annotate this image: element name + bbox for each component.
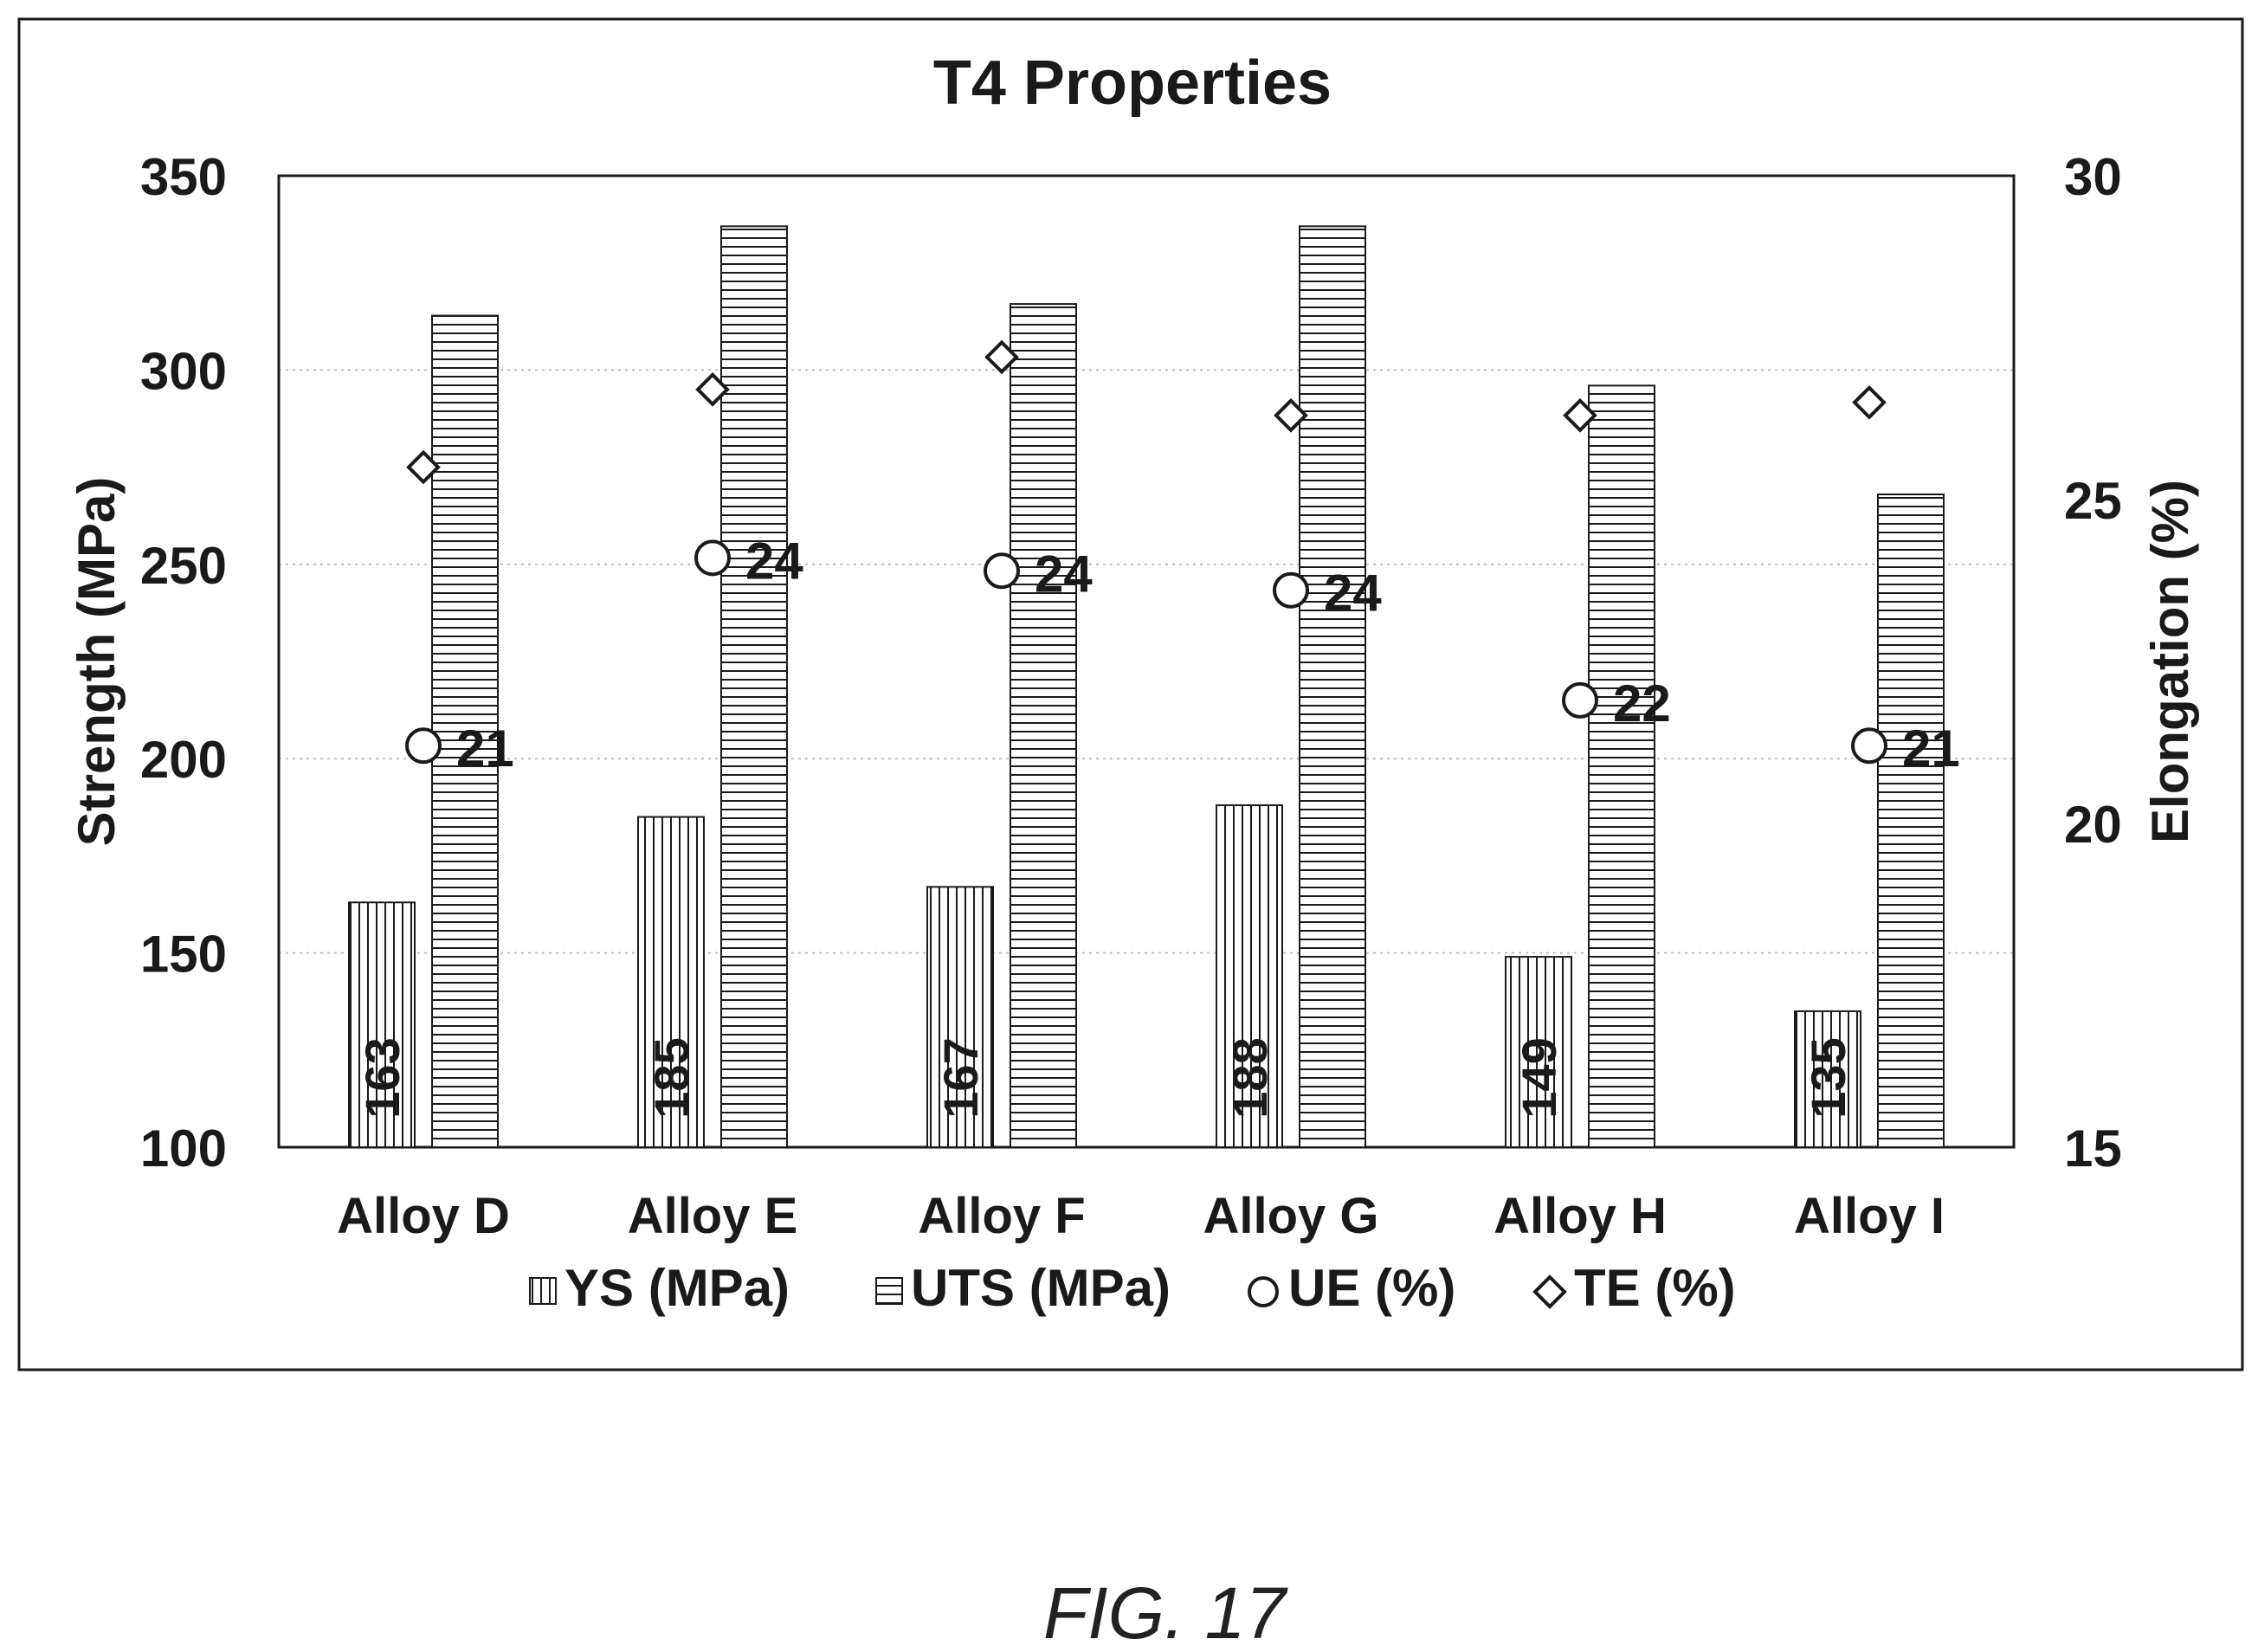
legend-ys-label: YS (MPa) (564, 1259, 790, 1317)
legend: YS (MPa) UTS (MPa) UE (%) TE (%) (529, 1259, 1736, 1317)
ue-data-label: 24 (1035, 545, 1093, 603)
x-tick-label: Alloy I (1794, 1188, 1945, 1244)
y-tick-label-left: 200 (140, 731, 227, 789)
uts-bar (1588, 384, 1655, 1148)
legend-uts-label: UTS (MPa) (911, 1259, 1171, 1317)
y-tick-label-right: 20 (2064, 796, 2122, 854)
x-tick-label: Alloy F (918, 1188, 1085, 1244)
te-marker (1274, 397, 1308, 433)
ys-bar (348, 901, 416, 1148)
figure-caption: FIG. 17 (1043, 1572, 1288, 1652)
ue-data-label: 21 (456, 720, 514, 778)
legend-ue-swatch (1248, 1276, 1279, 1307)
ue-marker (694, 539, 731, 577)
x-tick-label: Alloy D (337, 1188, 510, 1244)
x-tick-label: Alloy E (628, 1188, 798, 1244)
x-tick-label: Alloy H (1494, 1188, 1667, 1244)
y-tick-label-left: 350 (140, 148, 227, 206)
uts-bar (720, 225, 788, 1148)
ys-bar (1216, 804, 1283, 1149)
ue-marker (405, 727, 442, 765)
ys-data-label: 185 (644, 1037, 699, 1118)
ue-marker (984, 552, 1020, 590)
y-tick-label-right: 15 (2064, 1120, 2122, 1178)
y-tick-label-right: 25 (2064, 472, 2122, 530)
plot-area (277, 174, 2016, 1149)
ys-bar (637, 816, 705, 1149)
markers: 21 24 24 24 22 21 (405, 339, 1960, 778)
x-axis: Alloy D Alloy E Alloy F Alloy G Alloy H Alloy… (337, 1188, 1945, 1244)
x-tick-label: Alloy G (1203, 1188, 1378, 1244)
ue-marker (1562, 681, 1598, 719)
te-marker (1563, 397, 1597, 433)
ys-bar (926, 886, 994, 1148)
te-marker (1852, 384, 1887, 420)
y-tick-label-left: 100 (140, 1120, 227, 1178)
y-tick-label-left: 250 (140, 537, 227, 595)
y-axis-right: 15 20 25 30 (2064, 148, 2122, 1178)
legend-ys-swatch (529, 1277, 557, 1305)
ys-data-label: 135 (1801, 1037, 1855, 1118)
ue-marker (1851, 727, 1887, 765)
y-axis-left: 100 150 200 250 300 350 (140, 148, 227, 1178)
ue-data-label: 24 (1324, 565, 1382, 623)
bars (348, 225, 1945, 1149)
te-marker (984, 339, 1019, 375)
grid-lines (279, 369, 2014, 954)
ue-data-label: 24 (745, 532, 803, 590)
te-marker (406, 449, 441, 485)
legend-te-label: TE (%) (1574, 1259, 1736, 1317)
legend-te-swatch (1532, 1274, 1567, 1309)
y-axis-title-right: Elongation (%) (2141, 480, 2199, 843)
ys-data-label: 149 (1512, 1037, 1566, 1118)
chart-title: T4 Properties (933, 48, 1332, 118)
y-tick-label-left: 150 (140, 926, 227, 984)
y-axis-title-left: Strength (MPa) (68, 477, 126, 847)
ys-bar (1794, 1010, 1861, 1149)
ue-data-label: 22 (1613, 674, 1671, 732)
uts-bar (1010, 303, 1077, 1148)
uts-bar (1877, 494, 1945, 1148)
legend-ue-label: UE (%) (1288, 1259, 1455, 1317)
y-tick-label-right: 30 (2064, 148, 2122, 206)
bar-labels: 163 185 167 188 149 135 (355, 1037, 1855, 1118)
uts-bar (1299, 225, 1366, 1148)
ys-bar (1505, 956, 1572, 1149)
y-tick-label-left: 300 (140, 342, 227, 400)
ys-data-label: 167 (933, 1037, 988, 1118)
ys-data-label: 188 (1223, 1037, 1277, 1118)
te-marker (695, 372, 730, 407)
chart-frame (17, 17, 2244, 1371)
ys-data-label: 163 (355, 1037, 410, 1118)
ue-marker (1273, 571, 1309, 609)
legend-uts-swatch (875, 1277, 903, 1305)
ue-data-label: 21 (1902, 720, 1960, 778)
